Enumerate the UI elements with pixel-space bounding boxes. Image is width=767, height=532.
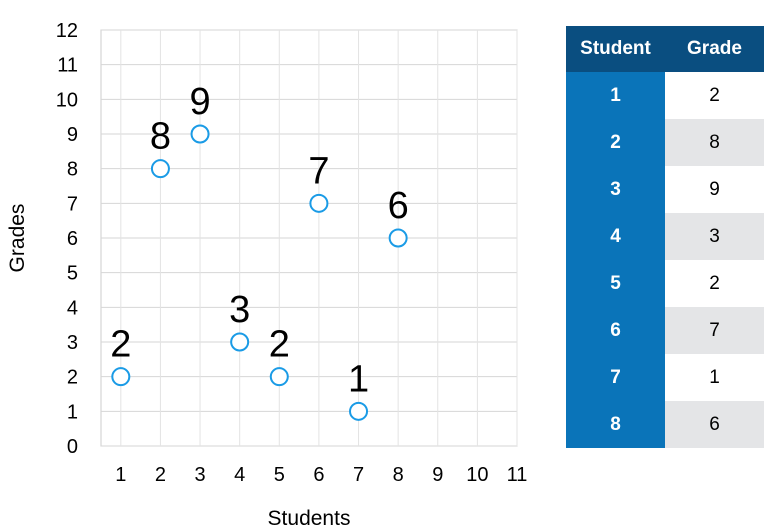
grade-cell: 9 [709,178,720,200]
header-grade: Grade [665,26,764,72]
data-label: 2 [269,324,290,366]
x-tick-label: 10 [466,464,488,486]
student-cell: 3 [566,166,665,213]
x-tick-label: 7 [353,464,364,486]
student-cell: 6 [566,307,665,354]
y-tick-label: 6 [67,228,78,250]
table-header-row: Student Grade [566,26,764,72]
data-point [150,159,170,179]
y-tick-label: 5 [67,263,78,285]
x-tick-label: 2 [155,464,166,486]
data-label: 9 [189,81,210,123]
grid [101,29,518,447]
data-label: 8 [150,116,171,158]
data-label: 6 [388,185,409,227]
y-tick-label: 12 [56,20,78,42]
x-tick-label: 11 [507,464,528,486]
student-cell: 5 [566,260,665,307]
x-axis-title: Students [268,507,351,530]
x-tick-label: 4 [234,464,245,486]
y-tick-label: 11 [57,55,78,77]
grade-cell: 2 [709,272,720,294]
student-cell: 2 [566,119,665,166]
data-point [230,332,250,352]
x-tick-label: 5 [274,464,285,486]
y-tick-label: 9 [67,124,78,146]
x-tick-label: 9 [432,464,443,486]
x-tick-labels: 1 2 3 4 5 6 7 8 9 10 11 [115,464,527,486]
y-tick-label: 2 [67,367,78,389]
grade-cell: 2 [709,84,720,106]
grade-cell: 6 [665,401,764,448]
student-cell: 7 [566,354,665,401]
data-point [309,193,329,213]
y-tick-label: 3 [67,332,78,354]
data-point [269,367,289,387]
y-tick-label: 4 [67,297,78,319]
data-label: 2 [110,324,131,366]
grade-cell: 3 [665,213,764,260]
y-tick-label: 7 [67,193,78,215]
grade-cell: 1 [709,366,720,388]
grade-cell: 8 [665,119,764,166]
data-label: 1 [348,358,369,400]
y-tick-label: 10 [56,89,78,111]
data-point [388,228,408,248]
student-cell: 8 [566,401,665,448]
y-tick-label: 1 [67,401,78,423]
data-label: 3 [229,289,250,331]
data-label: 7 [308,150,329,192]
x-tick-label: 1 [115,464,126,486]
grade-cell: 7 [665,307,764,354]
data-point [190,124,210,144]
x-tick-label: 6 [313,464,324,486]
y-tick-label: 8 [67,159,78,181]
header-student: Student [566,26,665,72]
data-point [111,367,131,387]
y-tick-label: 0 [67,436,78,458]
student-cell: 4 [566,213,665,260]
x-tick-label: 3 [194,464,205,486]
y-axis-title: Grades [6,204,29,273]
data-point [349,401,369,421]
student-cell: 1 [566,72,665,119]
x-tick-label: 8 [393,464,404,486]
